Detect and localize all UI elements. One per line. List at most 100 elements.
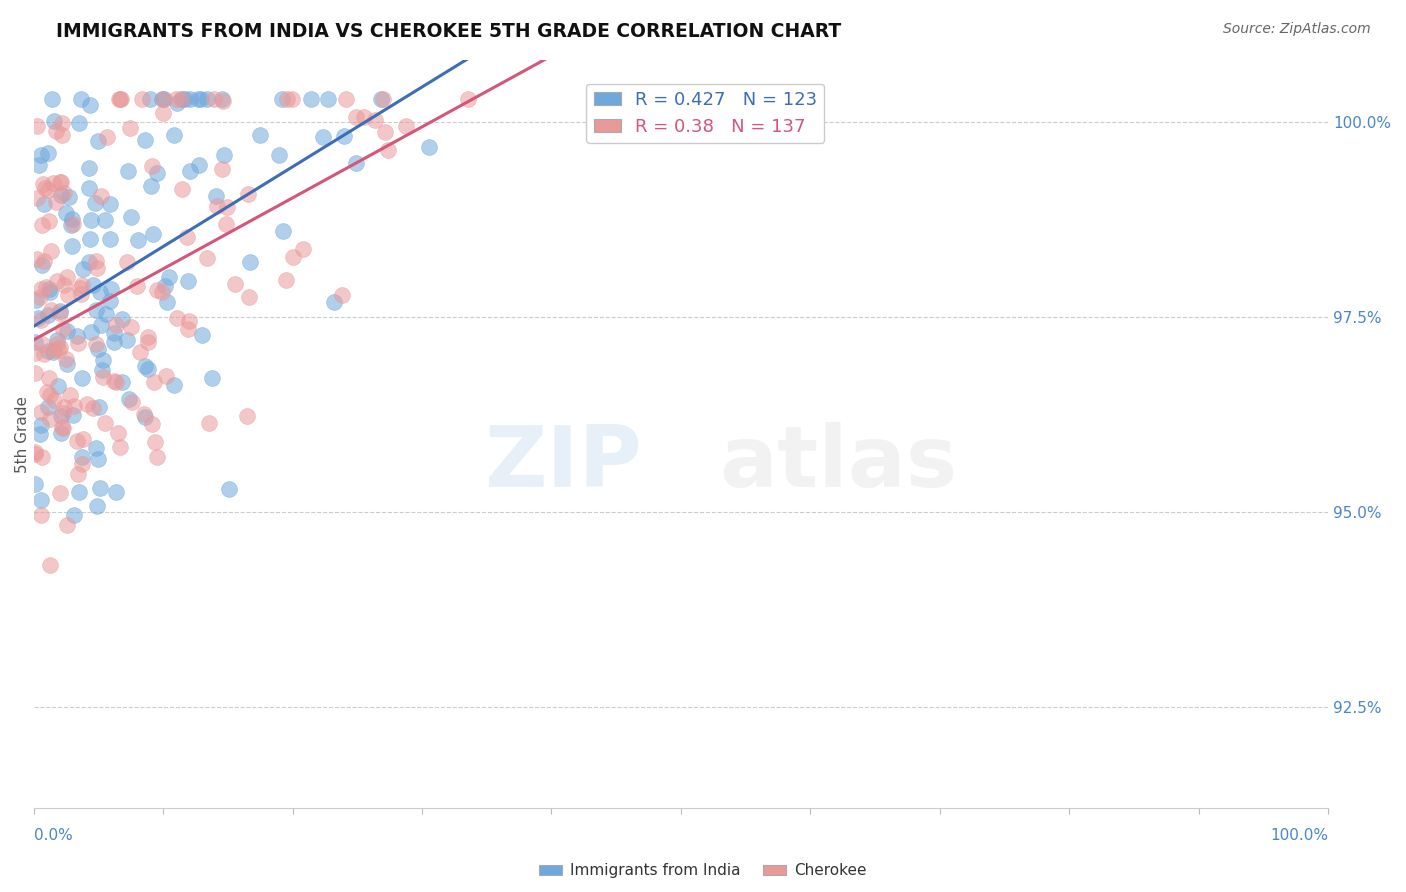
Point [191, 328, 214, 343]
Point [134, 359, 156, 374]
Point [374, 125, 396, 139]
Point [146, 450, 169, 465]
Point [63, 508, 86, 522]
Point [141, 160, 163, 174]
Point [299, 92, 322, 106]
Point [24, 446, 46, 460]
Point [214, 148, 236, 162]
Point [205, 199, 228, 213]
Point [111, 376, 134, 390]
Point [202, 92, 225, 106]
Point [67, 116, 90, 130]
Point [142, 227, 165, 241]
Legend: Immigrants from India, Cherokee: Immigrants from India, Cherokee [533, 857, 873, 884]
Point [118, 121, 141, 136]
Point [142, 376, 165, 390]
Point [150, 92, 173, 106]
Point [51, 175, 73, 189]
Point [371, 92, 394, 106]
Point [37, 145, 59, 160]
Point [30, 493, 52, 508]
Point [163, 128, 186, 142]
Point [77, 161, 100, 175]
Point [217, 200, 239, 214]
Point [52, 421, 75, 435]
Point [49, 485, 72, 500]
Point [38, 371, 60, 385]
Point [45, 124, 67, 138]
Point [353, 110, 375, 124]
Point [281, 92, 304, 106]
Point [205, 189, 228, 203]
Text: 100.0%: 100.0% [1270, 828, 1329, 843]
Point [70, 277, 93, 292]
Point [38, 388, 60, 402]
Point [249, 128, 271, 143]
Text: IMMIGRANTS FROM INDIA VS CHEROKEE 5TH GRADE CORRELATION CHART: IMMIGRANTS FROM INDIA VS CHEROKEE 5TH GR… [56, 22, 841, 41]
Point [27, 311, 49, 326]
Point [67, 336, 90, 351]
Point [107, 92, 129, 106]
Point [38, 558, 60, 573]
Point [141, 417, 163, 431]
Text: atlas: atlas [720, 423, 957, 506]
Point [215, 217, 238, 231]
Point [32, 197, 55, 211]
Point [418, 140, 440, 154]
Point [41, 92, 63, 106]
Point [24, 345, 46, 359]
Point [44, 392, 66, 407]
Point [38, 411, 60, 425]
Point [76, 397, 98, 411]
Point [42, 345, 65, 359]
Point [94, 212, 117, 227]
Point [79, 97, 101, 112]
Point [117, 164, 139, 178]
Point [136, 330, 159, 344]
Point [98, 232, 121, 246]
Point [364, 113, 387, 128]
Point [80, 325, 103, 339]
Point [271, 224, 294, 238]
Point [51, 425, 73, 440]
Point [45, 195, 67, 210]
Point [60, 238, 83, 252]
Point [53, 186, 76, 200]
Point [39, 285, 62, 300]
Point [60, 212, 83, 227]
Point [34, 347, 56, 361]
Legend: R = 0.427   N = 123, R = 0.38   N = 137: R = 0.427 N = 123, R = 0.38 N = 137 [586, 84, 824, 143]
Point [87, 400, 110, 414]
Point [30, 417, 52, 432]
Point [69, 287, 91, 301]
Point [111, 312, 134, 326]
Point [31, 258, 53, 272]
Point [93, 370, 115, 384]
Point [25, 120, 48, 134]
Point [51, 128, 73, 143]
Point [44, 114, 66, 128]
Point [52, 277, 75, 292]
Point [125, 279, 148, 293]
Point [80, 213, 103, 227]
Point [84, 441, 107, 455]
Point [79, 232, 101, 246]
Point [89, 481, 111, 495]
Point [84, 303, 107, 318]
Point [274, 273, 297, 287]
Point [170, 92, 193, 106]
Point [66, 329, 89, 343]
Point [49, 340, 72, 354]
Point [87, 134, 110, 148]
Point [108, 441, 131, 455]
Point [127, 233, 149, 247]
Point [211, 92, 233, 106]
Point [24, 366, 46, 380]
Text: ZIP: ZIP [484, 423, 643, 506]
Point [195, 251, 218, 265]
Point [24, 444, 46, 458]
Point [107, 425, 129, 440]
Point [139, 92, 162, 106]
Point [170, 92, 193, 106]
Point [59, 388, 82, 402]
